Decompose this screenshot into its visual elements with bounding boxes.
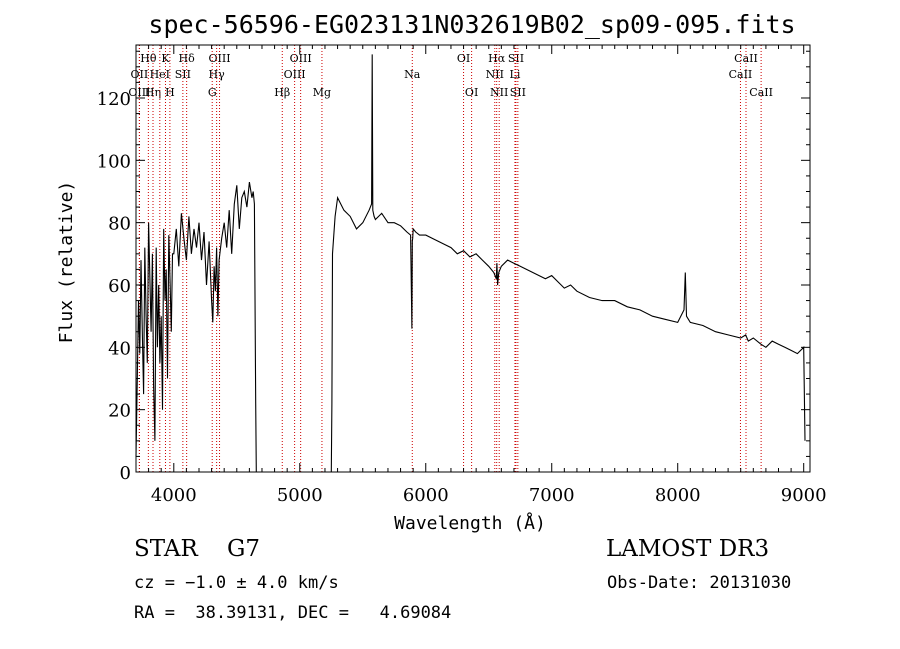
- x-tick-label: 5000: [277, 485, 323, 506]
- object-class-line: STAR G7: [134, 536, 260, 562]
- subclass: G7: [227, 536, 261, 562]
- y-tick-label: 80: [108, 214, 131, 235]
- line-label: Hβ: [274, 86, 290, 99]
- line-label: NII: [490, 86, 508, 99]
- line-label: Na: [404, 68, 421, 81]
- spectrum-line: [135, 54, 806, 473]
- survey-label: LAMOST DR3: [606, 536, 770, 562]
- line-label: Mg: [313, 86, 331, 99]
- line-label: CaII: [749, 86, 773, 99]
- series-group: [135, 54, 806, 473]
- x-tick-label: 8000: [655, 485, 701, 506]
- x-tick-label: 4000: [151, 485, 197, 506]
- y-tick-label: 120: [97, 89, 131, 110]
- y-tick-label: 60: [108, 276, 131, 297]
- y-tick-label: 0: [120, 463, 131, 484]
- line-label: Li: [510, 68, 521, 81]
- line-label: OII: [131, 68, 149, 81]
- line-label: K: [161, 52, 170, 65]
- line-label: OI: [465, 86, 478, 99]
- line-label: CaII: [729, 68, 753, 81]
- line-label: OIII: [290, 52, 312, 65]
- y-tick-label: 100: [97, 151, 131, 172]
- line-label: H: [165, 86, 175, 99]
- line-label: Hδ: [179, 52, 196, 65]
- line-label: Hγ: [209, 68, 226, 81]
- line-label: SII: [175, 68, 191, 81]
- object-class: STAR: [134, 536, 198, 562]
- line-label: HeI: [150, 68, 170, 81]
- line-label: SII: [510, 86, 526, 99]
- x-tick-label: 9000: [781, 485, 827, 506]
- line-label: OIII: [284, 68, 306, 81]
- y-tick-label: 40: [108, 338, 131, 359]
- x-tick-label: 6000: [403, 485, 449, 506]
- line-label: OIII: [208, 52, 230, 65]
- axis-ticks: 4000 5000 6000 7000 8000 9000 0 20 40 60 80 100 120: [97, 45, 827, 506]
- line-label: CaII: [734, 52, 758, 65]
- line-label: SII: [508, 52, 524, 65]
- line-label: Hα: [488, 52, 506, 65]
- y-tick-label: 20: [108, 401, 131, 422]
- line-label: Hη: [145, 86, 161, 99]
- line-label: OI: [457, 52, 470, 65]
- line-label: Hθ: [140, 52, 157, 65]
- redshift-line: cz = −1.0 ± 4.0 km/s: [134, 573, 339, 593]
- plot-frame: [135, 44, 811, 473]
- line-label: OIII: [128, 86, 150, 99]
- ra-dec-line: RA = 38.39131, DEC = 4.69084: [134, 603, 452, 623]
- chart-title: spec-56596-EG023131N032619B02_sp09-095.f…: [148, 10, 795, 39]
- y-axis-label: Flux (relative): [56, 181, 77, 344]
- line-label: NII: [486, 68, 504, 81]
- x-tick-label: 7000: [529, 485, 575, 506]
- x-axis-label: Wavelength (Å): [394, 512, 546, 534]
- obs-date: Obs-Date: 20131030: [607, 573, 792, 593]
- line-label: G: [208, 86, 217, 99]
